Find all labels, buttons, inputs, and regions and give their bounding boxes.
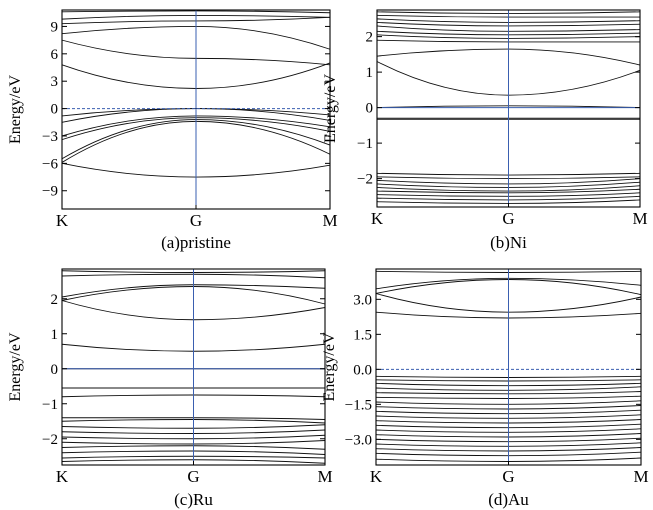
kpoint-label: M — [633, 467, 648, 486]
y-tick-label: −1.5 — [345, 397, 372, 413]
kpoint-label: K — [56, 211, 69, 230]
y-tick-label: 0.0 — [353, 362, 372, 378]
y-tick-label: 3.0 — [353, 292, 372, 308]
y-tick-label: −9 — [42, 184, 58, 200]
y-tick-label: 6 — [51, 47, 59, 63]
y-tick-label: 2 — [51, 292, 59, 308]
kpoint-label: K — [370, 467, 383, 486]
panel-caption: (c)Ru — [174, 490, 213, 509]
panel-caption: (d)Au — [488, 490, 529, 509]
y-axis-label: Energy/eV — [321, 332, 338, 401]
y-tick-label: 0 — [366, 101, 374, 117]
y-tick-label: 3 — [51, 74, 59, 90]
y-tick-label: −1 — [357, 136, 373, 152]
y-tick-label: 0 — [51, 102, 59, 118]
panel-caption: (b)Ni — [490, 233, 527, 252]
kpoint-label: M — [317, 467, 332, 486]
y-tick-label: 0 — [51, 362, 59, 378]
y-tick-label: −2 — [42, 432, 58, 448]
kpoint-label: M — [632, 209, 647, 228]
y-tick-label: 1 — [366, 65, 374, 81]
panel-au: 3.0 1.5 0.0 −1.5 −3.0 K G M Energy/eV (d)Au — [321, 268, 649, 509]
y-axis-label: Energy/eV — [7, 332, 24, 401]
y-tick-label: −2 — [357, 172, 373, 188]
y-tick-label: 1.5 — [353, 327, 372, 343]
panel-caption: (a)pristine — [161, 233, 231, 252]
y-tick-label: −1 — [42, 397, 58, 413]
y-tick-label: 2 — [366, 30, 374, 46]
kpoint-label: K — [371, 209, 384, 228]
y-axis-label: Energy/eV — [7, 75, 24, 144]
y-tick-label: −6 — [42, 156, 58, 172]
kpoint-label: G — [502, 467, 514, 486]
y-tick-label: −3.0 — [345, 432, 372, 448]
panel-pristine: 9 6 3 0 −3 −6 −9 K G M Energy/eV (a)pristine — [7, 9, 338, 252]
kpoint-label: K — [56, 467, 69, 486]
y-tick-label: −3 — [42, 129, 58, 145]
panel-ru: 2 1 0 −1 −2 K G M Energy/eV (c)Ru — [7, 268, 333, 509]
kpoint-label: G — [187, 467, 199, 486]
panel-ni: 2 1 0 −1 −2 K G M Energy/eV (b)Ni — [322, 9, 648, 252]
y-tick-label: 9 — [51, 19, 59, 35]
kpoint-label: M — [322, 211, 337, 230]
kpoint-label: G — [502, 209, 514, 228]
kpoint-label: G — [190, 211, 202, 230]
y-tick-label: 1 — [51, 327, 59, 343]
y-axis-label: Energy/eV — [322, 74, 339, 143]
